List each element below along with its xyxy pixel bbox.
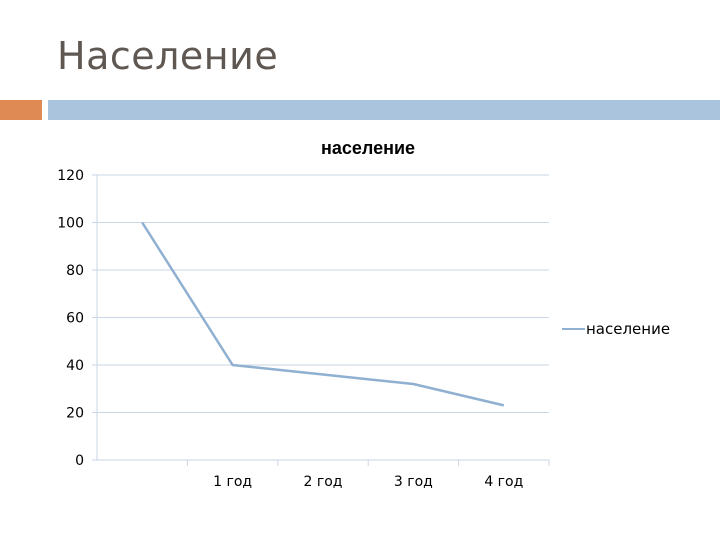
y-tick-label: 40 [66, 358, 84, 374]
x-axis-tick-labels: 1 год 2 год 3 год 4 год [213, 474, 523, 490]
y-tick-label: 60 [66, 311, 84, 327]
x-tick-label: 1 год [213, 474, 252, 490]
y-axis-tick-labels: 0 20 40 60 80 100 120 [57, 168, 84, 469]
y-tick-label: 80 [66, 263, 84, 279]
chart-title: население [321, 138, 415, 158]
axes [92, 174, 550, 466]
x-tick-label: 4 год [484, 474, 523, 490]
y-tick-label: 100 [57, 216, 84, 232]
series-line [141, 221, 505, 407]
legend-label: население [586, 320, 670, 338]
y-tick-label: 20 [66, 406, 84, 422]
series-lines [141, 221, 505, 407]
legend: население [562, 320, 670, 338]
accent-block [0, 100, 42, 120]
accent-bar [48, 100, 720, 120]
y-tick-label: 120 [57, 168, 84, 184]
grid-lines [97, 174, 549, 413]
x-tick-label: 3 год [394, 474, 433, 490]
y-tick-label: 0 [75, 453, 84, 469]
x-tick-label: 2 год [304, 474, 343, 490]
slide-title: Население [57, 34, 279, 78]
